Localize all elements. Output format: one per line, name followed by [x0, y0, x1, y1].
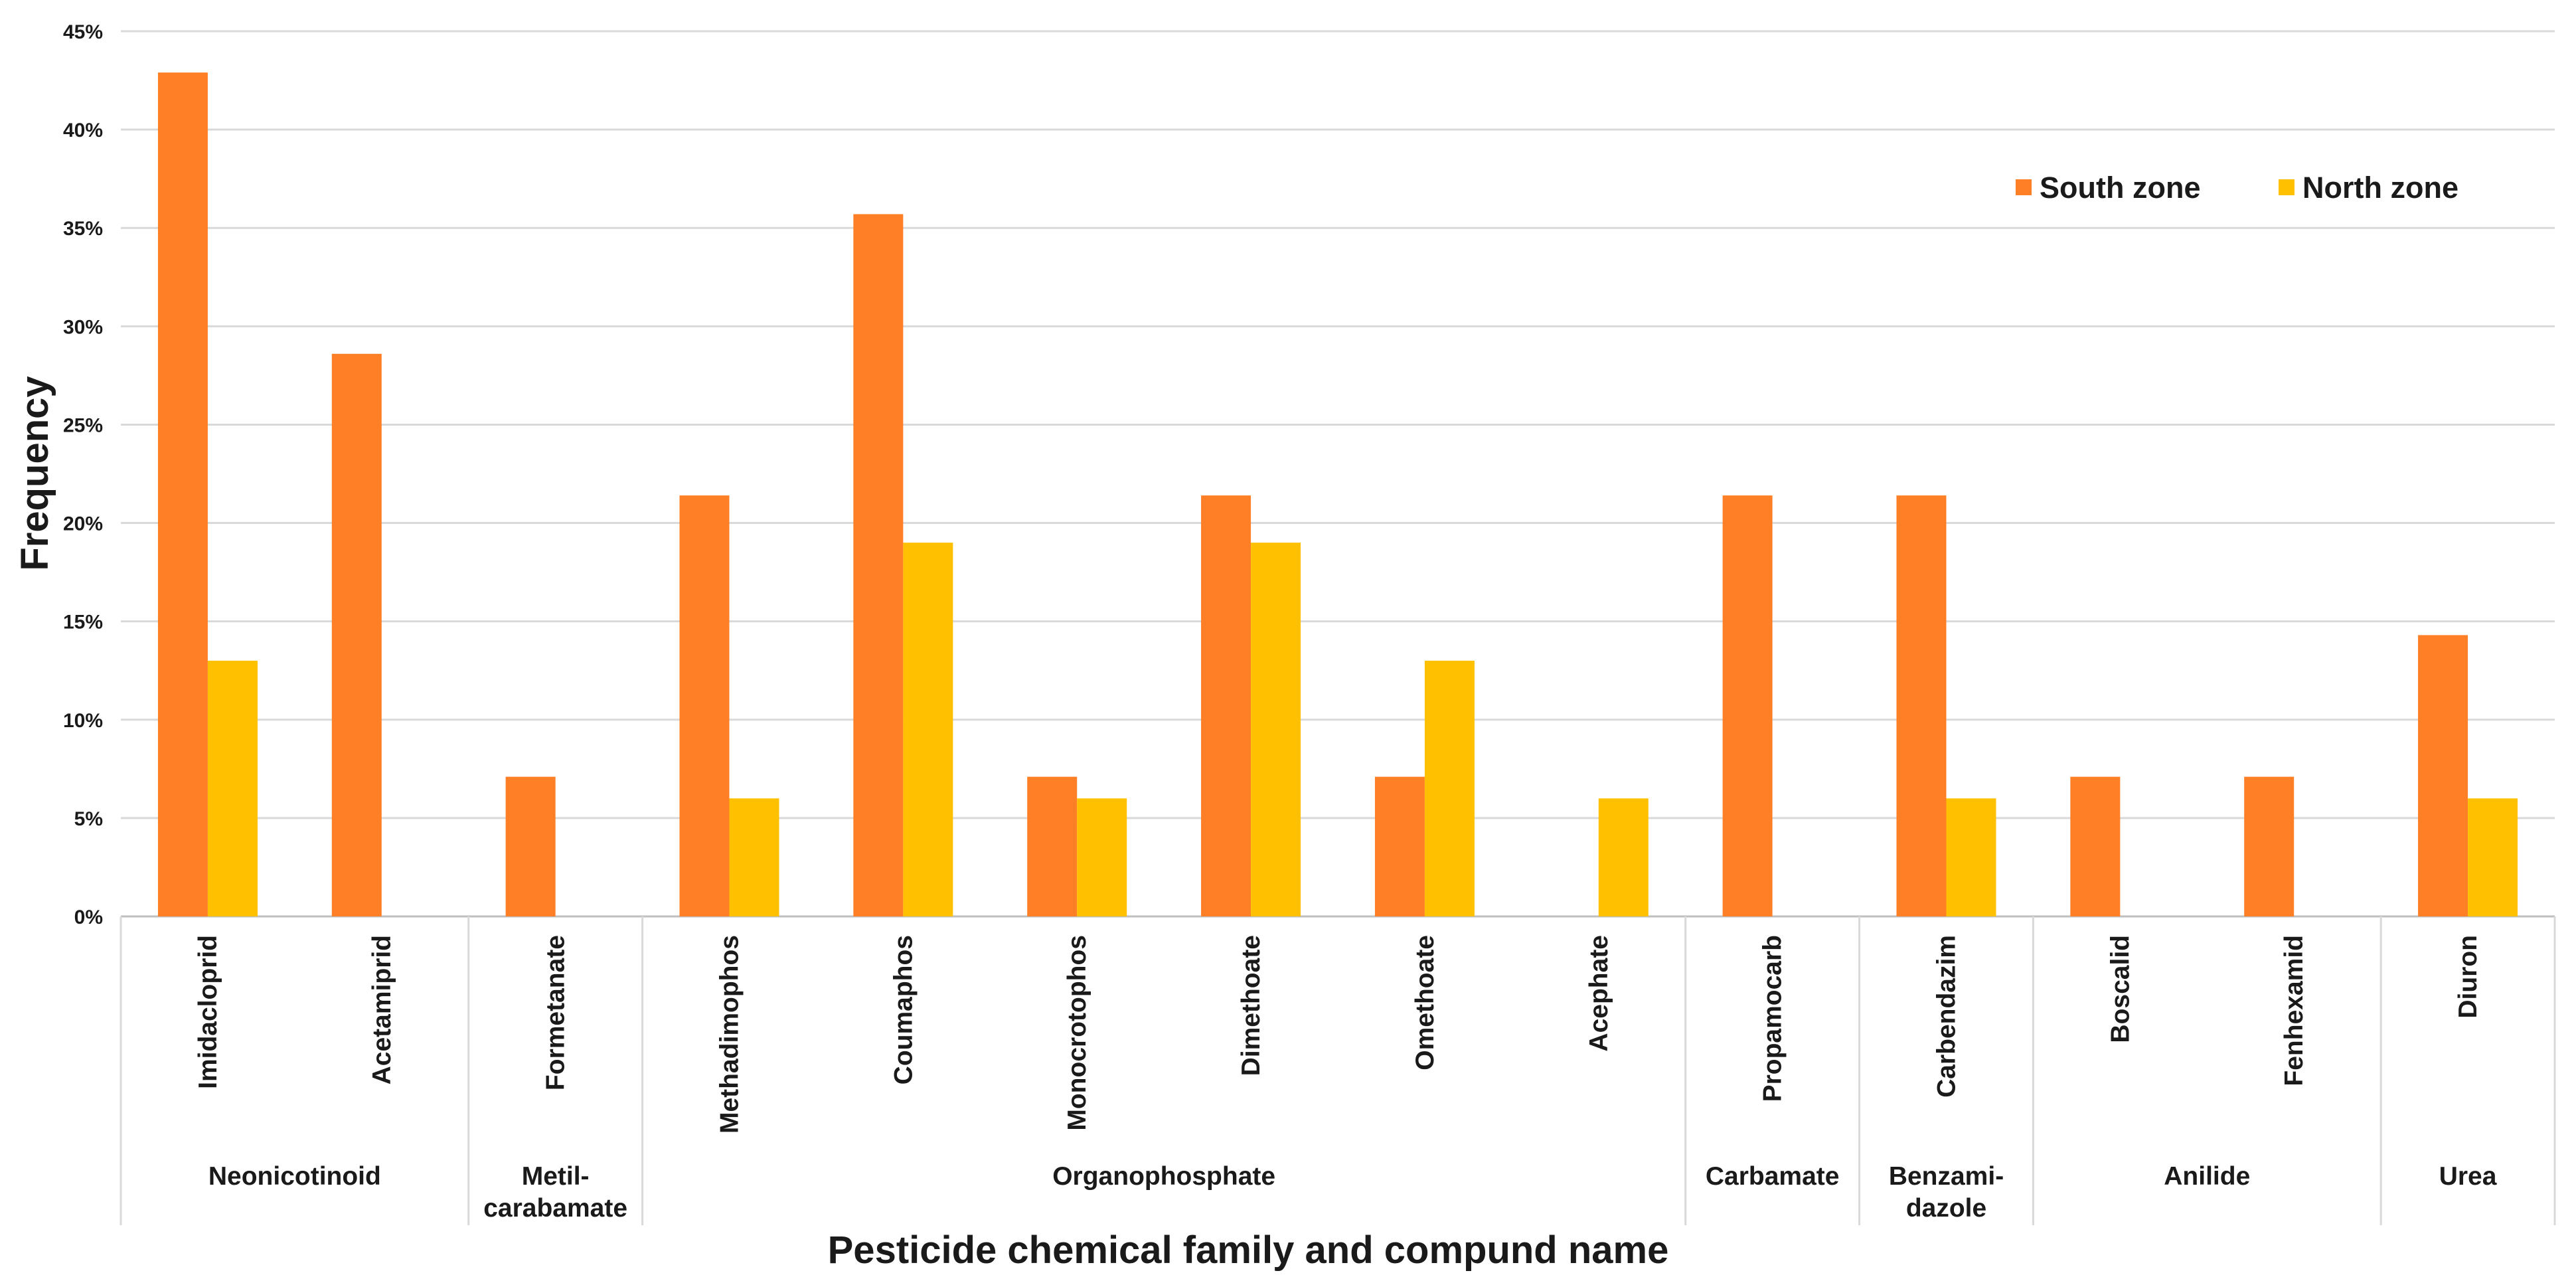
bar-north-zone-acephate [1598, 798, 1649, 916]
bar-north-zone-methadimophos [729, 798, 779, 916]
family-label: Benzami- [1889, 1162, 2004, 1191]
bar-south-zone-boscalid [2070, 776, 2121, 916]
bar-south-zone-coumaphos [853, 214, 904, 916]
bar-north-zone-coumaphos [903, 543, 953, 916]
bar-north-zone-diuron [2468, 798, 2518, 916]
y-tick-label: 35% [63, 218, 103, 240]
y-tick-label: 25% [63, 414, 103, 436]
category-label: Acephate [1585, 935, 1613, 1052]
family-label: Organophosphate [1052, 1162, 1275, 1191]
category-label: Coumaphos [889, 935, 918, 1084]
category-label: Diuron [2454, 935, 2482, 1019]
bar-north-zone-dimethoate [1251, 543, 1301, 916]
y-tick-label: 0% [74, 906, 103, 928]
bar-south-zone-carbendazim [1896, 495, 1947, 916]
bar-south-zone-omethoate [1374, 776, 1425, 916]
y-tick-label: 10% [63, 710, 103, 732]
bar-south-zone-propamocarb [1722, 495, 1773, 916]
y-axis-title: Frequency [13, 376, 56, 570]
bar-south-zone-dimethoate [1201, 495, 1251, 916]
x-axis-title: Pesticide chemical family and compund na… [828, 1229, 1669, 1272]
bar-south-zone-formetanate [505, 776, 556, 916]
bar-south-zone-fenhexamid [2244, 776, 2294, 916]
category-label: Methadimophos [716, 935, 744, 1134]
y-tick-label: 5% [74, 808, 103, 830]
family-label: Anilide [2164, 1162, 2250, 1191]
bar-north-zone-omethoate [1424, 660, 1475, 916]
x-axis [120, 916, 2556, 1225]
y-tick-label: 45% [63, 21, 103, 43]
bar-south-zone-methadimophos [679, 495, 730, 916]
y-tick-label: 15% [63, 612, 103, 634]
family-labels: Neonicotinoid Metil-carabamate Organophosp… [208, 1162, 2497, 1223]
category-label: Boscalid [2106, 935, 2134, 1043]
family-label: Neonicotinoid [208, 1162, 381, 1191]
category-label: Imidacloprid [194, 935, 222, 1089]
legend-label: North zone [2302, 171, 2458, 205]
category-label: Carbendazim [1933, 935, 1961, 1098]
bar-south-zone-monocrotophos [1027, 776, 1078, 916]
category-label: Omethoate [1411, 935, 1439, 1070]
legend: South zone North zone [2016, 171, 2458, 205]
y-tick-label: 40% [63, 120, 103, 141]
category-labels: Imidacloprid Acetamiprid Formetanate Methad… [194, 935, 2482, 1134]
y-tick-label: 30% [63, 316, 103, 338]
family-label: carabamate [483, 1194, 627, 1223]
family-label: Carbamate [1706, 1162, 1840, 1191]
bar-south-zone-imidacloprid [157, 72, 208, 916]
bars [157, 72, 2518, 916]
bar-south-zone-acetamiprid [331, 353, 382, 916]
category-label: Dimethoate [1237, 935, 1265, 1076]
category-label: Fenhexamid [2280, 935, 2308, 1086]
bar-north-zone-monocrotophos [1077, 798, 1127, 916]
family-label: Urea [2439, 1162, 2497, 1191]
category-label: Propamocarb [1759, 935, 1787, 1102]
legend-swatch [2016, 179, 2032, 195]
bar-north-zone-carbendazim [1946, 798, 1996, 916]
legend-label: South zone [2040, 171, 2200, 205]
family-label: Metil- [522, 1162, 590, 1191]
y-tick-label: 20% [63, 513, 103, 535]
category-label: Formetanate [542, 935, 570, 1090]
category-label: Monocrotophos [1063, 935, 1091, 1131]
category-label: Acetamiprid [368, 935, 396, 1084]
y-axis-ticks: 0% 5% 10% 15% 20% 25% 30% 35% 40% 45% [63, 21, 103, 928]
gridlines [121, 30, 2555, 918]
family-label: dazole [1906, 1194, 1986, 1223]
bar-north-zone-imidacloprid [207, 660, 258, 916]
bar-south-zone-diuron [2418, 635, 2468, 916]
legend-swatch [2279, 179, 2294, 195]
